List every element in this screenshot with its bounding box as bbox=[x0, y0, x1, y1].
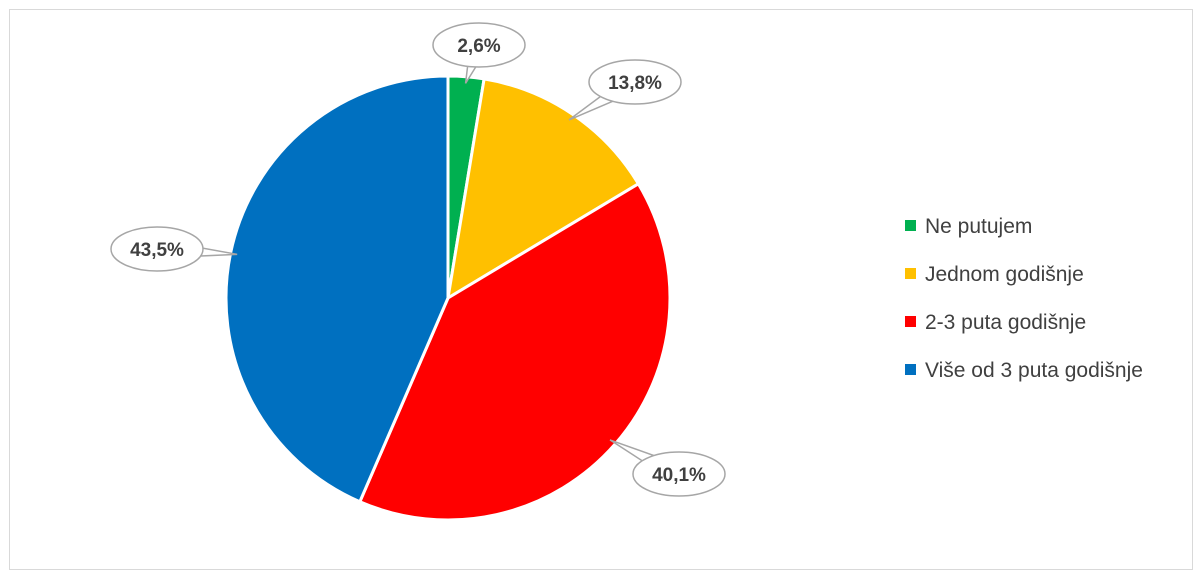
legend-item-1: Ne putujem bbox=[905, 215, 1032, 238]
pie-slice-2 bbox=[446, 77, 640, 300]
legend-item-2: Jednom godišnje bbox=[905, 263, 1084, 286]
data-label-text-1: 2,6% bbox=[457, 36, 500, 57]
legend-item-3: 2-3 puta godišnje bbox=[905, 311, 1086, 334]
legend-swatch-2 bbox=[905, 268, 916, 279]
callout-bubble-fill-4 bbox=[112, 228, 202, 270]
data-label-callouts: 2,6% 13,8% 40,1% 43,5% bbox=[110, 22, 726, 497]
data-label-text-3: 40,1% bbox=[652, 465, 706, 486]
legend: Ne putujem Jednom godišnje 2-3 puta godišn… bbox=[905, 215, 1143, 382]
legend-swatch-1 bbox=[905, 220, 916, 231]
legend-item-4: Više od 3 puta godišnje bbox=[905, 359, 1143, 382]
legend-swatch-4 bbox=[905, 364, 916, 375]
legend-label-3: 2-3 puta godišnje bbox=[925, 311, 1086, 334]
callout-bubble-fill-1 bbox=[434, 24, 524, 66]
legend-label-2: Jednom godišnje bbox=[925, 263, 1084, 286]
legend-label-1: Ne putujem bbox=[925, 215, 1032, 238]
callout-bubble-fill-2 bbox=[590, 61, 680, 103]
pie-slices bbox=[224, 74, 672, 522]
legend-label-4: Više od 3 puta godišnje bbox=[925, 359, 1143, 382]
data-label-1: 2,6% bbox=[432, 22, 526, 84]
data-label-4: 43,5% bbox=[110, 226, 238, 272]
data-label-2: 13,8% bbox=[568, 59, 682, 121]
legend-swatch-3 bbox=[905, 316, 916, 327]
pie-slice-3 bbox=[358, 182, 672, 522]
data-label-text-2: 13,8% bbox=[608, 73, 662, 94]
data-label-text-4: 43,5% bbox=[130, 240, 184, 261]
data-label-3: 40,1% bbox=[609, 439, 726, 497]
callout-bubble-fill-3 bbox=[634, 453, 724, 495]
